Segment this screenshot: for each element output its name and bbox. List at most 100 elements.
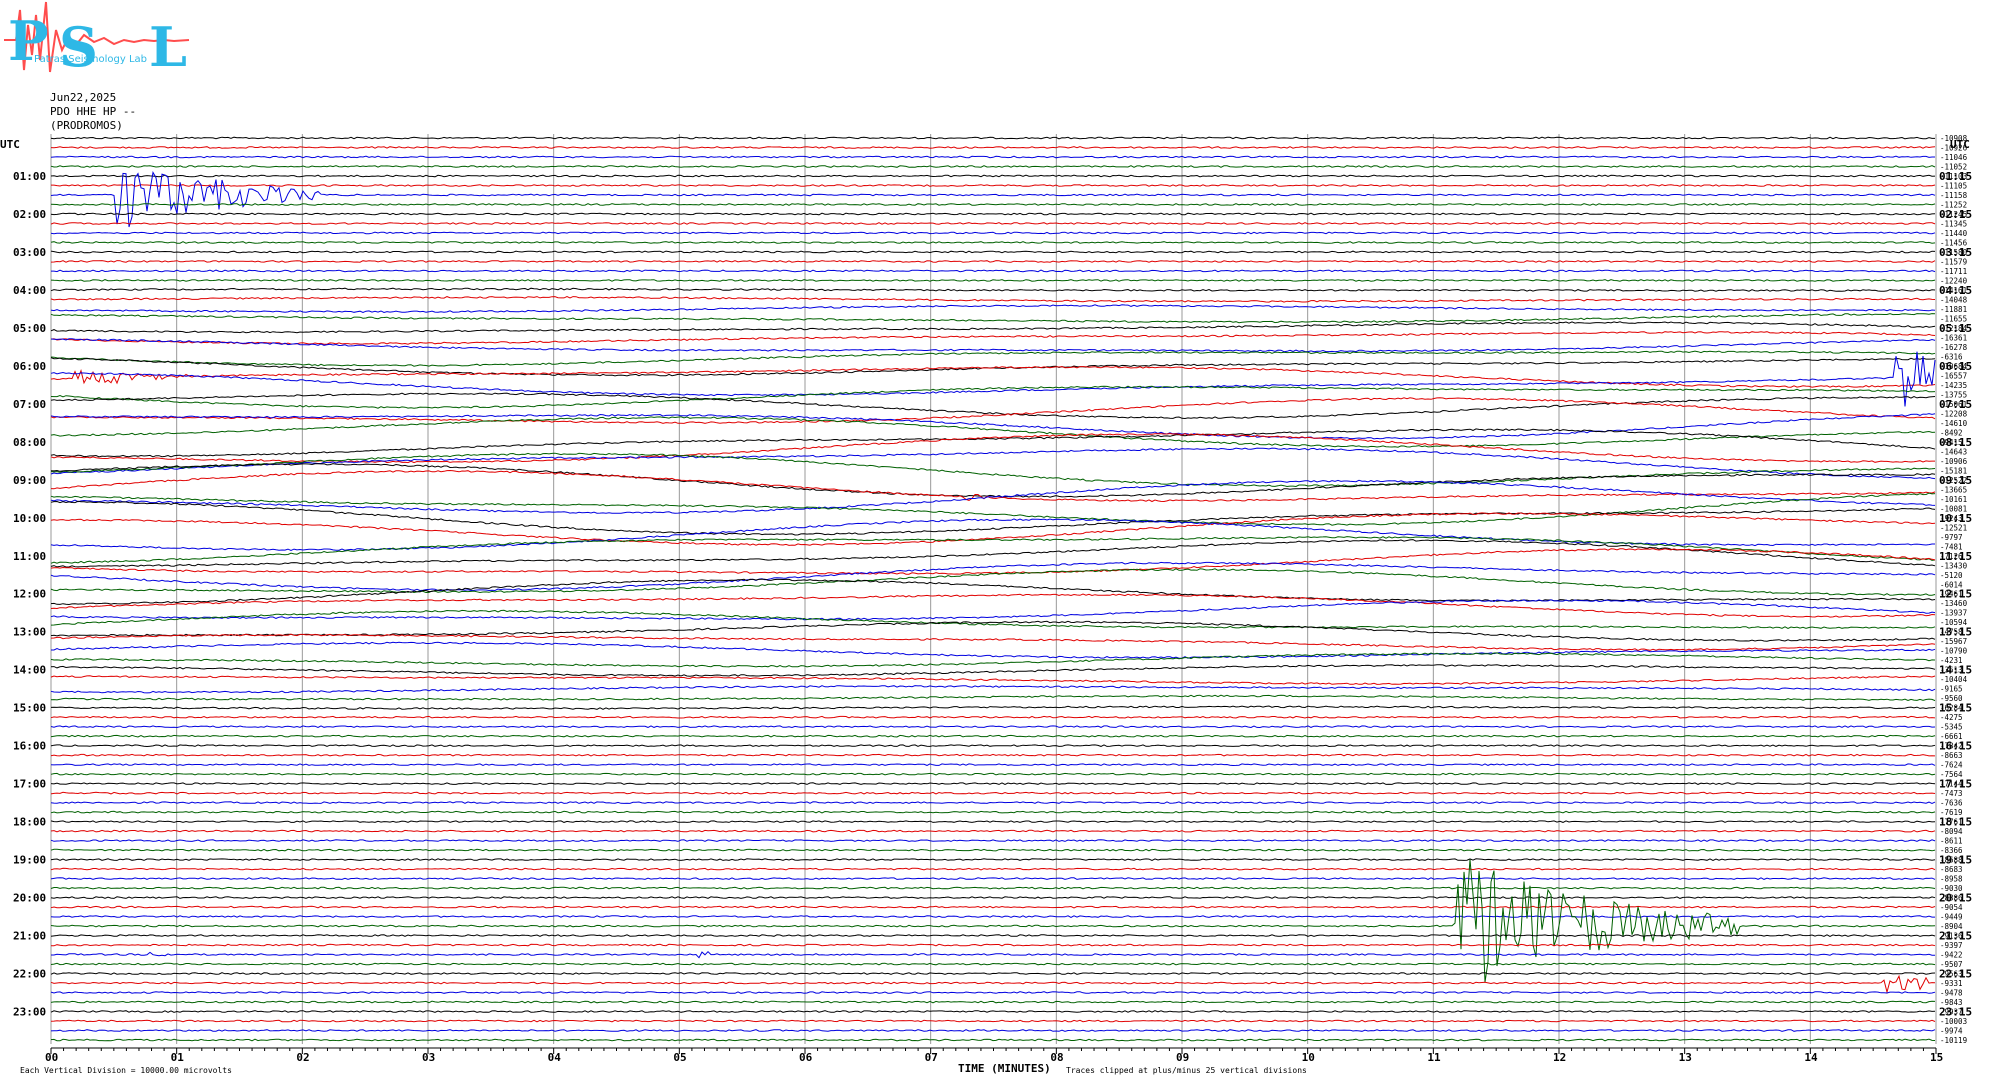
x-tick-label: 08 [1050, 1051, 1063, 1064]
trace-row [50, 174, 1936, 178]
trace-row [50, 568, 1936, 596]
trace-row [50, 492, 1936, 526]
trace-row [50, 1010, 1936, 1013]
right-hour-label: 14:15 [1939, 664, 1972, 677]
trace-row [50, 652, 1936, 668]
right-hour-label: 05:15 [1939, 322, 1972, 335]
right-hour-label: 19:15 [1939, 854, 1972, 867]
trace-offset-label: -5345 [1940, 723, 1963, 732]
x-tick-label: 02 [296, 1051, 309, 1064]
trace-offset-label: -14161 [1940, 286, 1967, 295]
plot-header: Jun22,2025 PDO HHE HP -- (PRODROMOS) [50, 91, 136, 133]
psl-logo: P S L Patras Seismology Lab [4, 1, 190, 79]
right-hour-label: 17:15 [1939, 778, 1972, 791]
svg-text:L: L [149, 15, 187, 79]
trace-row [50, 260, 1936, 263]
trace-row [50, 561, 1936, 592]
trace-offset-label: -9461 [1940, 590, 1963, 599]
trace-offset-label: -4275 [1940, 713, 1963, 722]
trace-row [50, 463, 1936, 498]
trace-offset-label: -11252 [1940, 200, 1967, 209]
trace-row [50, 725, 1936, 729]
right-hour-label: 16:15 [1939, 740, 1972, 753]
trace-row [50, 962, 1936, 966]
left-hour-label: 16:00 [13, 740, 46, 753]
trace-offset-label: -10684 [1940, 362, 1968, 371]
x-axis-title: TIME (MINUTES) [958, 1062, 1051, 1075]
trace-offset-label: -11103 [1940, 172, 1967, 181]
date-label: Jun22,2025 [50, 91, 117, 104]
left-hour-label: 02:00 [13, 208, 46, 221]
trace-offset-label: -12208 [1940, 409, 1968, 418]
trace-row [50, 859, 1936, 983]
trace-row [50, 241, 1936, 244]
trace-offset-label: -11345 [1940, 219, 1967, 228]
trace-offset-label: -7624 [1940, 761, 1963, 770]
trace-offset-label: -11711 [1940, 267, 1967, 276]
left-hour-label: 07:00 [13, 398, 46, 411]
trace-row [50, 136, 1935, 140]
trace-offset-label: -8611 [1940, 837, 1963, 846]
x-tick-label: 01 [171, 1051, 185, 1064]
trace-offset-label: -10926 [1940, 143, 1968, 152]
trace-offset-label: -12240 [1940, 276, 1968, 285]
trace-offset-label: -9797 [1940, 533, 1963, 542]
trace-row [50, 452, 1936, 488]
trace-offset-label: -15967 [1940, 637, 1967, 646]
trace-offset-label: -11245 [1940, 210, 1967, 219]
scale-note: Each Vertical Division = 10000.00 microv… [20, 1066, 232, 1075]
trace-row [50, 839, 1936, 842]
trace-offset-label: -9560 [1940, 694, 1963, 703]
trace-offset-label: -7126 [1940, 552, 1963, 561]
trace-row [50, 428, 1936, 458]
trace-offset-label: -8492 [1940, 428, 1963, 437]
trace-offset-label: -11052 [1940, 162, 1967, 171]
trace-row [50, 165, 1936, 168]
trace-offset-label: -12521 [1940, 523, 1967, 532]
trace-offset-label: -10594 [1940, 618, 1968, 627]
right-hour-label: 11:15 [1939, 550, 1972, 563]
trace-row [50, 753, 1936, 757]
trace-row [50, 609, 1936, 629]
x-tick-label: 15 [1930, 1051, 1943, 1064]
x-tick-label: 10 [1302, 1051, 1315, 1064]
trace-row [50, 1038, 1936, 1042]
x-tick-label: 06 [799, 1051, 813, 1064]
svg-text:P: P [8, 9, 49, 73]
trace-offset-label: -7761 [1940, 818, 1963, 827]
trace-offset-label: -11579 [1940, 257, 1967, 266]
trace-offset-label: -9843 [1940, 998, 1963, 1007]
trace-offset-label: -10081 [1940, 504, 1967, 513]
trace-offset-label: -15181 [1940, 466, 1967, 475]
right-hour-label: 01:15 [1939, 170, 1972, 183]
trace-row [50, 578, 1936, 606]
left-hour-label: 15:00 [13, 702, 46, 715]
trace-row [50, 886, 1936, 890]
trace-offset-label: -3613 [1940, 666, 1963, 675]
trace-row [50, 203, 1936, 206]
left-hour-label: 18:00 [13, 816, 46, 829]
trace-offset-label: -9415 [1940, 438, 1963, 447]
trace-row [50, 397, 1936, 424]
trace-offset-label: -11456 [1940, 238, 1968, 247]
trace-offset-label: -11105 [1940, 181, 1967, 190]
trace-offset-label: -10906 [1940, 457, 1968, 466]
x-tick-label: 00 [45, 1051, 58, 1064]
left-hour-label: 21:00 [13, 930, 46, 943]
trace-row [50, 432, 1935, 464]
trace-row [50, 469, 1936, 503]
trace-row [50, 279, 1936, 282]
trace-row [50, 848, 1936, 852]
trace-offset-label: -8904 [1940, 922, 1963, 931]
right-hour-label: 08:15 [1939, 436, 1972, 449]
clip-note: Traces clipped at plus/minus 25 vertical… [1066, 1066, 1307, 1075]
x-tick-label: 07 [925, 1051, 938, 1064]
trace-offset-label: -7636 [1940, 799, 1963, 808]
trace-offset-label: -9397 [1940, 941, 1963, 950]
left-hour-label: 22:00 [13, 968, 46, 981]
trace-row [50, 321, 1936, 334]
trace-offset-label: -12184 [1940, 324, 1968, 333]
left-hour-label: 14:00 [13, 664, 46, 677]
trace-offset-label: -10908 [1940, 134, 1968, 143]
trace-offset-label: -10161 [1940, 495, 1967, 504]
